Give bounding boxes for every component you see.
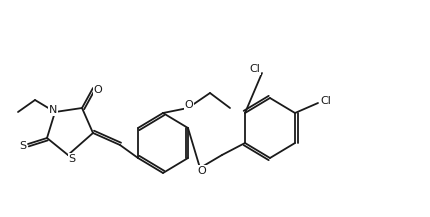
Text: O: O xyxy=(94,85,102,95)
Text: S: S xyxy=(19,141,27,151)
Text: O: O xyxy=(198,166,206,176)
Text: O: O xyxy=(184,100,194,110)
Text: N: N xyxy=(49,105,57,115)
Text: Cl: Cl xyxy=(249,64,261,74)
Text: Cl: Cl xyxy=(320,96,332,106)
Text: S: S xyxy=(68,154,76,164)
